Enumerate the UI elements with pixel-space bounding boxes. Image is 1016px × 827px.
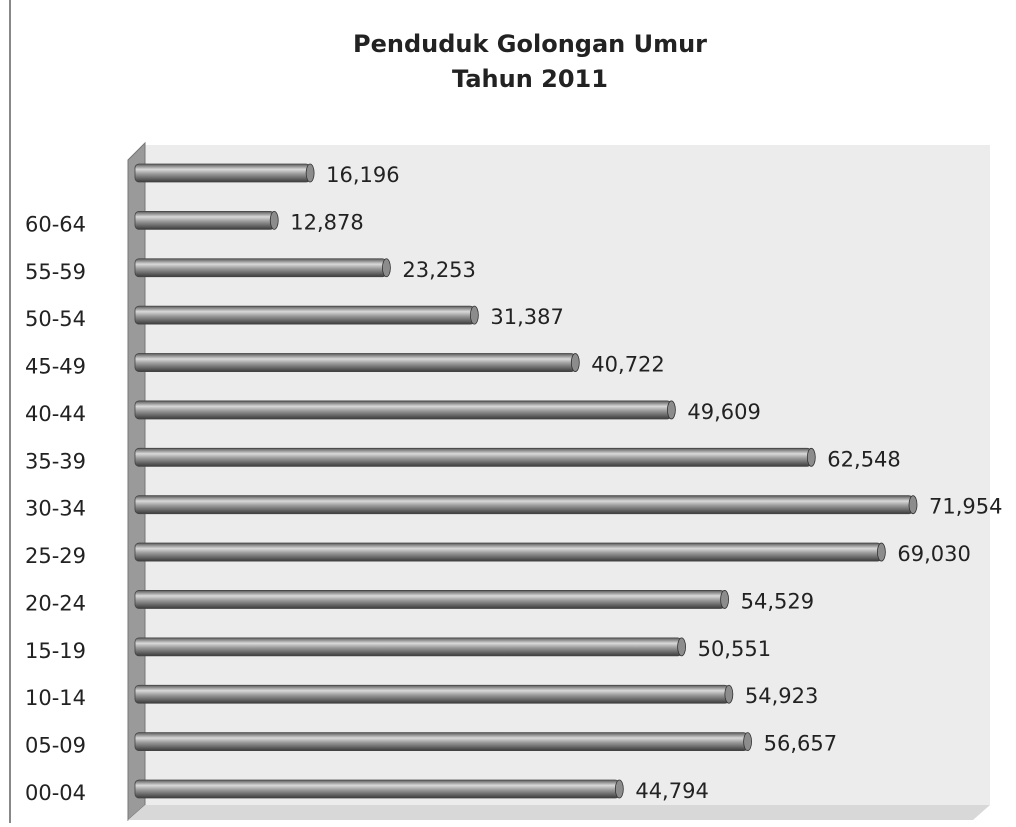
value-label: 62,548 [827, 447, 900, 471]
value-label: 54,529 [741, 589, 814, 613]
bar-cap [743, 732, 753, 752]
value-label: 31,387 [490, 305, 563, 329]
value-label: 40,722 [591, 353, 664, 377]
bar-cap [908, 495, 918, 515]
y-tick-label: 10-14 [25, 686, 86, 710]
bar [134, 495, 914, 515]
value-label: 50,551 [698, 637, 771, 661]
bar-cap [305, 163, 315, 183]
y-tick-label: 50-54 [25, 307, 86, 331]
bar [134, 258, 387, 278]
bar [134, 210, 275, 230]
y-tick-label: 00-04 [25, 781, 86, 805]
bar [134, 353, 576, 372]
value-label: 44,794 [635, 779, 708, 803]
y-tick-label: 55-59 [25, 260, 86, 284]
y-tick-label: 25-29 [25, 544, 86, 568]
bar [134, 400, 672, 420]
y-tick-label: 05-09 [25, 734, 86, 758]
y-tick-label: 15-19 [25, 639, 86, 663]
bar-cap [724, 684, 734, 704]
side-wall [127, 141, 146, 822]
value-label: 69,030 [897, 542, 970, 566]
bar [134, 779, 620, 799]
bar-cap [876, 542, 886, 562]
back-wall [145, 145, 990, 805]
bar [134, 163, 311, 183]
bar [134, 732, 749, 752]
floor [128, 805, 990, 820]
bar-cap [382, 258, 391, 278]
bar [134, 637, 682, 657]
bar-cap [720, 590, 729, 609]
value-label: 56,657 [764, 732, 837, 756]
y-tick-label: 20-24 [25, 591, 86, 615]
bar [134, 305, 475, 325]
y-tick-label: 30-34 [25, 497, 86, 521]
bar-cap [570, 353, 580, 372]
bar [134, 590, 725, 609]
chart-title: Penduduk Golongan Umur [353, 30, 707, 58]
bar-cap [806, 447, 816, 467]
y-tick-label: 35-39 [25, 449, 86, 473]
chart-title: Tahun 2011 [452, 65, 608, 93]
bar [134, 684, 730, 704]
bar [134, 447, 812, 467]
bar-cap [614, 779, 624, 799]
value-label: 71,954 [929, 495, 1002, 519]
value-label: 23,253 [402, 258, 475, 282]
y-tick-label: 45-49 [25, 355, 86, 379]
bar-cap [269, 210, 279, 230]
y-tick-label: 60-64 [25, 212, 86, 236]
value-label: 49,609 [687, 400, 760, 424]
bar-cap [469, 305, 479, 325]
value-label: 54,923 [745, 684, 818, 708]
bar [134, 542, 882, 562]
bar-cap [666, 400, 676, 420]
value-label: 12,878 [290, 210, 363, 234]
bar-cap [677, 637, 686, 657]
value-label: 16,196 [326, 163, 399, 187]
y-tick-label: 40-44 [25, 402, 86, 426]
